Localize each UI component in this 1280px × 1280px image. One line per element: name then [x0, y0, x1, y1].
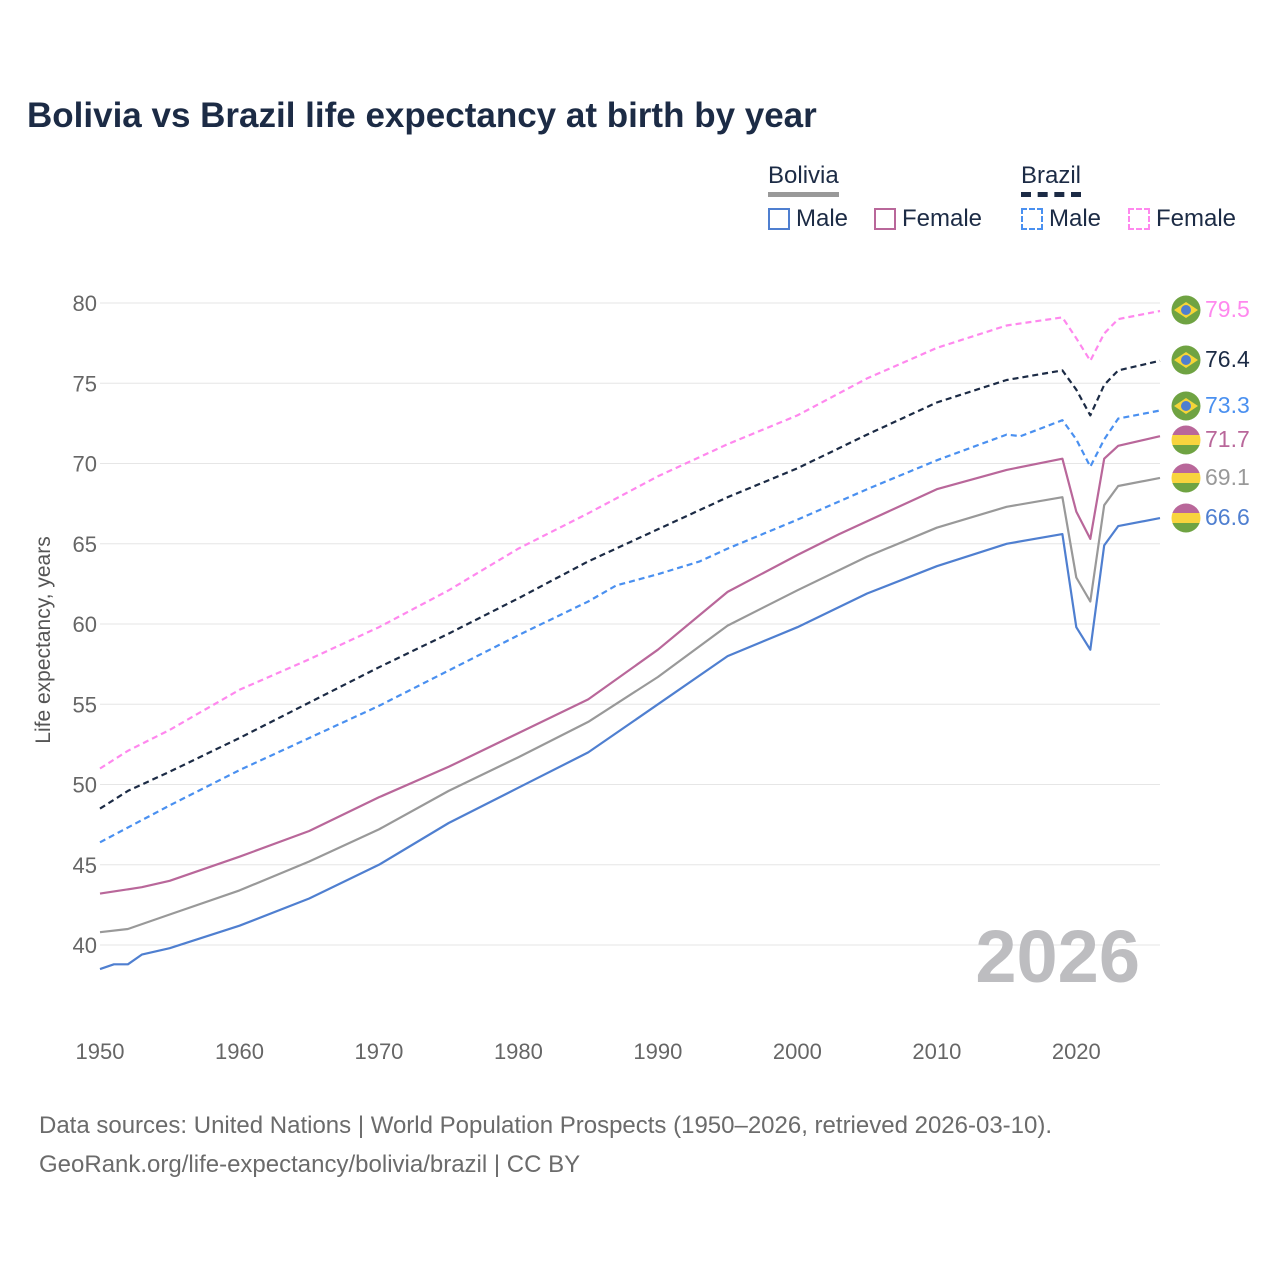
y-tick-label: 65	[73, 532, 97, 557]
legend-bolivia: Bolivia Male Female	[768, 162, 982, 232]
flag-stripe-top	[1171, 503, 1201, 513]
chart-title: Bolivia vs Brazil life expectancy at bir…	[27, 96, 817, 135]
flag-globe	[1181, 401, 1191, 411]
y-tick-label: 45	[73, 853, 97, 878]
series-line-brazil-female	[99, 309, 1161, 770]
legend-brazil: Brazil Male Female	[1021, 162, 1236, 232]
legend-label: Female	[1156, 205, 1237, 232]
series-line-bolivia	[99, 476, 1161, 934]
flag-globe	[1181, 305, 1191, 315]
year-watermark: 2026	[975, 915, 1140, 998]
flag-stripe-top	[1171, 425, 1201, 435]
series-line-bolivia-male	[99, 517, 1161, 971]
y-tick-label: 50	[73, 773, 97, 798]
flag-stripe-top	[1171, 463, 1201, 473]
footer-link[interactable]: GeoRank.org/life-expectancy/bolivia/braz…	[39, 1151, 581, 1178]
legend-bolivia-female[interactable]: Female	[874, 205, 982, 233]
legend-swatch	[1128, 208, 1150, 230]
flag-icon-bolivia	[1171, 425, 1201, 455]
y-axis-label: Life expectancy, years	[32, 536, 55, 743]
legend-brazil-female[interactable]: Female	[1128, 205, 1236, 233]
flag-globe	[1181, 355, 1191, 365]
end-value-label: 73.3	[1205, 392, 1250, 418]
flag-stripe-bottom	[1171, 523, 1201, 533]
y-tick-label: 70	[73, 452, 97, 477]
legend-swatch	[874, 208, 896, 230]
legend-label: Male	[796, 205, 849, 232]
legend-group-bolivia: Bolivia	[768, 162, 839, 197]
legend-group-brazil: Brazil	[1021, 162, 1082, 197]
end-value-label: 69.1	[1205, 464, 1250, 490]
flag-icon-bolivia	[1171, 503, 1201, 533]
y-tick-label: 55	[73, 692, 97, 717]
x-tick-label: 1980	[494, 1039, 543, 1064]
y-tick-label: 40	[73, 933, 97, 958]
legend-brazil-male[interactable]: Male	[1021, 205, 1101, 233]
end-value-label: 66.6	[1205, 504, 1250, 530]
series-line-brazil	[99, 359, 1161, 810]
flag-stripe-bottom	[1171, 483, 1201, 493]
y-tick-label: 75	[73, 371, 97, 396]
flag-icon-bolivia	[1171, 463, 1201, 493]
flag-stripe-bottom	[1171, 445, 1201, 455]
legend-swatch	[768, 208, 790, 230]
x-tick-label: 2020	[1052, 1039, 1101, 1064]
flag-icon-brazil	[1171, 295, 1201, 325]
x-tick-label: 1990	[633, 1039, 682, 1064]
x-tick-label: 1950	[76, 1039, 125, 1064]
footer: Data sources: United Nations | World Pop…	[39, 1106, 1052, 1184]
flag-stripe-middle	[1171, 435, 1201, 445]
flag-stripe-middle	[1171, 473, 1201, 483]
flag-stripe-middle	[1171, 513, 1201, 523]
series-line-bolivia-female	[99, 435, 1161, 895]
legend-bolivia-male[interactable]: Male	[768, 205, 848, 233]
x-tick-label: 2010	[912, 1039, 961, 1064]
footer-sources: Data sources: United Nations | World Pop…	[39, 1112, 1053, 1139]
flag-icon-brazil	[1171, 345, 1201, 375]
x-tick-label: 1970	[354, 1039, 403, 1064]
legend-label: Female	[902, 205, 983, 232]
legend-swatch	[1021, 208, 1043, 230]
flag-icon-brazil	[1171, 391, 1201, 421]
x-tick-label: 1960	[215, 1039, 264, 1064]
end-value-label: 71.7	[1205, 426, 1250, 452]
legend-label: Male	[1049, 205, 1102, 232]
series-line-brazil-male	[99, 409, 1161, 844]
x-tick-label: 2000	[773, 1039, 822, 1064]
y-tick-label: 80	[73, 291, 97, 316]
end-value-label: 79.5	[1205, 296, 1250, 322]
end-value-label: 76.4	[1205, 346, 1250, 372]
y-tick-label: 60	[73, 612, 97, 637]
